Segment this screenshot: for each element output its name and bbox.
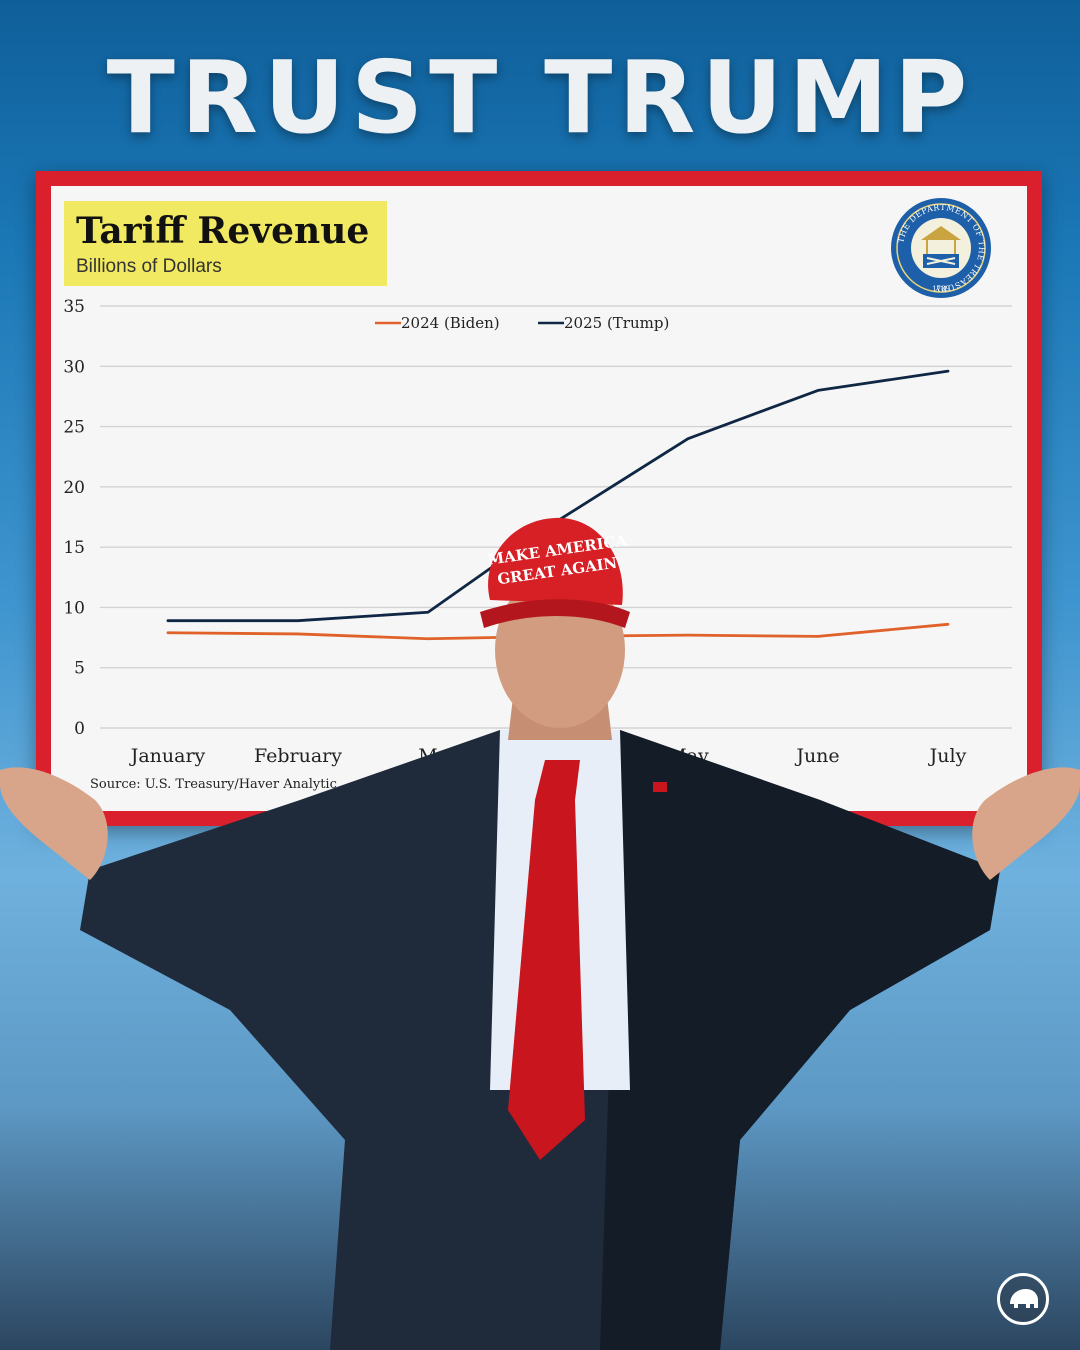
data-point (816, 635, 820, 638)
left-hand (0, 767, 108, 880)
y-tick-label: 20 (63, 478, 85, 498)
data-point (946, 623, 950, 626)
chart-title: Tariff Revenue (76, 210, 370, 252)
data-point (426, 637, 430, 640)
data-point (946, 369, 950, 373)
y-tick-label: 10 (63, 598, 85, 618)
flag-pin-icon (653, 782, 667, 792)
data-point (816, 389, 820, 392)
y-tick-label: 0 (74, 719, 85, 739)
x-tick-label: February (254, 745, 342, 767)
treasury-seal-icon: THE DEPARTMENT OF THE TREASURY 1789 (891, 198, 991, 298)
cap-brim (480, 599, 630, 628)
headline: TRUST TRUMP (106, 39, 974, 156)
x-tick-label: January (129, 745, 206, 767)
data-point (166, 631, 170, 634)
right-hand (972, 767, 1080, 880)
data-point (426, 611, 430, 614)
legend-label: 2024 (Biden) (401, 314, 500, 332)
legend-label: 2025 (Trump) (564, 314, 669, 332)
data-point (296, 632, 300, 636)
data-point (166, 619, 170, 622)
data-point (686, 437, 690, 440)
data-point (296, 619, 300, 622)
y-tick-label: 35 (63, 297, 85, 317)
y-tick-label: 5 (74, 659, 85, 679)
suit-shadow (600, 730, 1000, 1350)
elephant-icon (997, 1273, 1049, 1325)
x-tick-label: July (928, 745, 967, 767)
title-highlight (64, 201, 387, 286)
seal-year: 1789 (932, 285, 950, 293)
data-point (686, 633, 690, 637)
y-tick-label: 30 (63, 357, 85, 377)
chart-source: Source: U.S. Treasury/Haver Analytic (90, 777, 337, 792)
chart-subtitle: Billions of Dollars (76, 256, 222, 277)
y-tick-label: 15 (63, 538, 85, 558)
cap (488, 517, 623, 605)
x-tick-label: June (794, 745, 839, 767)
y-tick-label: 25 (63, 418, 85, 438)
tie (508, 760, 585, 1160)
